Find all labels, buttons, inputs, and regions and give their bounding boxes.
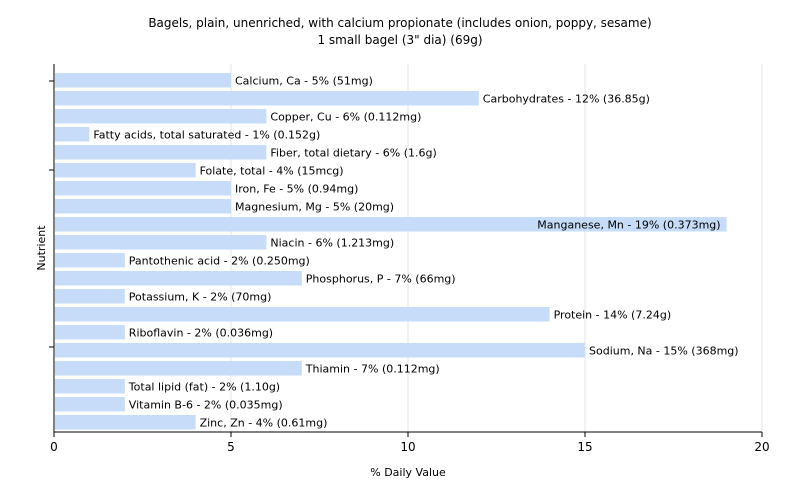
bar xyxy=(55,289,125,304)
data-label: Niacin - 6% (1.213mg) xyxy=(270,236,394,249)
data-label: Iron, Fe - 5% (0.94mg) xyxy=(235,182,358,195)
bar xyxy=(55,217,727,232)
bar xyxy=(55,325,125,340)
x-tick-label: 20 xyxy=(754,440,769,454)
bar xyxy=(55,163,196,178)
y-axis-label: Nutrient xyxy=(35,225,48,271)
data-label: Phosphorus, P - 7% (66mg) xyxy=(306,272,456,285)
data-label: Copper, Cu - 6% (0.112mg) xyxy=(270,110,421,123)
x-tick-label: 0 xyxy=(50,440,58,454)
data-label: Carbohydrates - 12% (36.85g) xyxy=(483,92,650,105)
x-tick-label: 10 xyxy=(400,440,415,454)
data-label: Manganese, Mn - 19% (0.373mg) xyxy=(537,218,720,231)
x-axis-label: % Daily Value xyxy=(370,466,446,479)
bar xyxy=(55,415,196,430)
bar xyxy=(55,145,267,160)
bar xyxy=(55,181,231,196)
bar xyxy=(55,271,302,286)
bar xyxy=(55,91,479,106)
data-label: Magnesium, Mg - 5% (20mg) xyxy=(235,200,394,213)
chart-subtitle: 1 small bagel (3" dia) (69g) xyxy=(317,33,483,47)
bar xyxy=(55,109,267,124)
bar xyxy=(55,397,125,412)
x-tick-label: 15 xyxy=(577,440,592,454)
x-tick-label: 5 xyxy=(227,440,235,454)
data-label: Vitamin B-6 - 2% (0.035mg) xyxy=(129,398,283,411)
bar xyxy=(55,343,585,358)
data-label: Riboflavin - 2% (0.036mg) xyxy=(129,326,273,339)
data-label: Potassium, K - 2% (70mg) xyxy=(129,290,272,303)
chart-title: Bagels, plain, unenriched, with calcium … xyxy=(148,16,652,30)
data-label: Protein - 14% (7.24g) xyxy=(554,308,672,321)
bar xyxy=(55,235,267,250)
bar xyxy=(55,127,90,142)
data-label: Zinc, Zn - 4% (0.61mg) xyxy=(200,416,328,429)
data-label: Calcium, Ca - 5% (51mg) xyxy=(235,74,373,87)
data-label: Sodium, Na - 15% (368mg) xyxy=(589,344,739,357)
bar xyxy=(55,73,231,88)
data-label: Thiamin - 7% (0.112mg) xyxy=(305,362,440,375)
bar xyxy=(55,361,302,376)
data-label: Folate, total - 4% (15mcg) xyxy=(200,164,344,177)
bar xyxy=(55,307,550,322)
bar xyxy=(55,253,125,268)
data-label: Fiber, total dietary - 6% (1.6g) xyxy=(270,146,436,159)
data-label: Fatty acids, total saturated - 1% (0.152… xyxy=(93,128,320,141)
data-label: Pantothenic acid - 2% (0.250mg) xyxy=(129,254,310,267)
bar xyxy=(55,379,125,394)
data-label: Total lipid (fat) - 2% (1.10g) xyxy=(128,380,280,393)
bar xyxy=(55,199,231,214)
